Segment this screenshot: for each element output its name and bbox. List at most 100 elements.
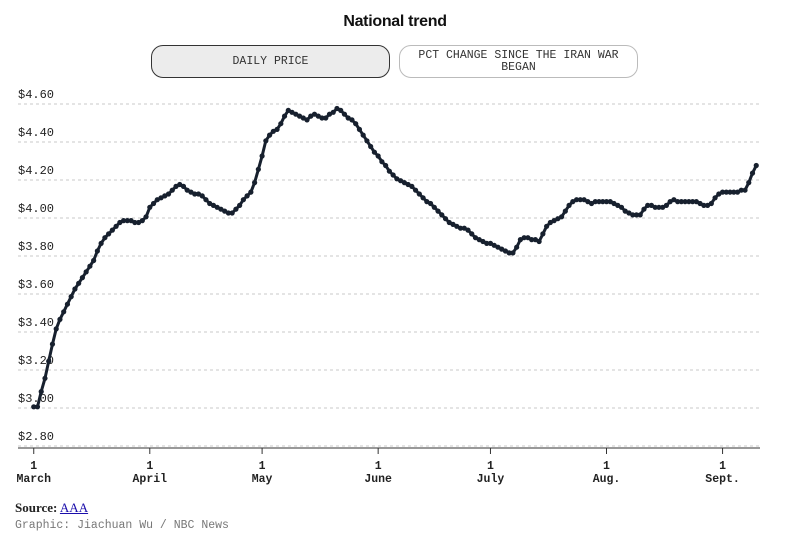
y-tick-label: $3.40	[18, 316, 54, 330]
price-point	[64, 301, 71, 307]
price-point	[113, 223, 119, 229]
price-point	[323, 115, 329, 121]
price-point	[252, 180, 258, 186]
price-point	[34, 404, 41, 410]
price-point	[656, 204, 662, 210]
price-point	[102, 235, 108, 241]
price-point	[375, 153, 381, 159]
price-point	[386, 168, 392, 174]
price-point	[169, 187, 175, 193]
source: Source: AAA	[15, 500, 88, 516]
price-point	[731, 189, 737, 195]
price-point	[237, 202, 243, 208]
price-point	[139, 218, 145, 224]
price-point	[678, 199, 684, 205]
tab-button[interactable]: DAILY PRICE	[151, 45, 390, 78]
price-point	[420, 195, 426, 201]
price-point	[544, 223, 550, 229]
price-point	[427, 200, 434, 207]
price-point	[233, 206, 239, 212]
price-point	[353, 121, 359, 127]
y-tick-label: $3.00	[18, 392, 54, 406]
price-point	[341, 111, 348, 117]
price-point	[94, 248, 100, 254]
price-point	[79, 275, 86, 281]
price-point	[641, 206, 647, 212]
price-point	[57, 316, 63, 322]
price-point	[229, 210, 235, 216]
x-tick-label: 1 March	[16, 460, 51, 486]
source-link[interactable]: AAA	[59, 500, 89, 515]
price-point	[266, 132, 273, 138]
price-point	[603, 199, 610, 205]
price-point	[356, 126, 363, 132]
price-point	[577, 197, 583, 203]
price-point	[727, 189, 733, 195]
price-point	[749, 170, 756, 176]
price-point	[278, 121, 284, 127]
price-point	[738, 187, 744, 193]
price-point	[76, 280, 82, 286]
price-point	[147, 204, 153, 210]
price-point	[439, 212, 445, 218]
price-point	[379, 159, 385, 165]
price-point	[203, 197, 209, 203]
price-point	[540, 231, 546, 237]
tab-button[interactable]: PCT CHANGE SINCE THE IRAN WAR BEGAN	[399, 45, 638, 78]
y-tick-label: $3.80	[18, 240, 54, 254]
price-point	[416, 191, 422, 197]
price-point	[536, 238, 542, 245]
price-point	[371, 149, 378, 155]
x-tick-label: 1 Aug.	[592, 460, 621, 486]
price-point	[592, 199, 598, 205]
price-point	[274, 126, 280, 132]
price-point	[106, 231, 112, 237]
price-point	[42, 375, 48, 381]
price-point	[514, 244, 520, 250]
price-point	[562, 208, 568, 214]
x-tick-label: 1 July	[476, 460, 505, 486]
price-point	[712, 195, 718, 201]
price-point	[383, 162, 389, 169]
price-point	[457, 225, 464, 231]
price-point	[409, 183, 415, 189]
price-point	[38, 389, 44, 395]
price-point	[600, 199, 606, 205]
price-point	[431, 204, 437, 210]
price-point	[566, 202, 572, 208]
price-point	[165, 191, 172, 197]
price-point	[330, 109, 336, 115]
price-point	[442, 216, 449, 222]
chart-title: National trend	[343, 13, 447, 30]
price-point	[645, 202, 651, 208]
price-point	[259, 153, 265, 159]
price-point	[124, 218, 130, 224]
price-point	[368, 143, 374, 150]
price-point	[263, 138, 269, 144]
price-point	[652, 204, 658, 210]
y-tick-label: $3.20	[18, 354, 54, 368]
price-point	[143, 214, 149, 220]
price-point	[753, 162, 759, 169]
price-point	[682, 199, 688, 205]
price-point	[349, 117, 355, 123]
price-point	[746, 180, 752, 186]
price-point	[390, 172, 396, 178]
price-point	[412, 187, 419, 193]
price-point	[49, 341, 56, 347]
price-point	[633, 212, 640, 218]
price-point	[719, 189, 726, 195]
price-point	[98, 240, 104, 246]
price-point	[686, 199, 692, 205]
price-point	[132, 219, 138, 226]
price-point	[150, 200, 157, 207]
price-point	[618, 204, 625, 210]
y-tick-label: $4.20	[18, 164, 54, 178]
y-tick-label: $4.60	[18, 88, 54, 102]
price-point	[120, 218, 127, 224]
price-point	[83, 269, 89, 275]
price-point	[199, 193, 205, 199]
price-point	[675, 199, 681, 205]
price-point	[435, 208, 441, 214]
price-line	[33, 107, 758, 409]
